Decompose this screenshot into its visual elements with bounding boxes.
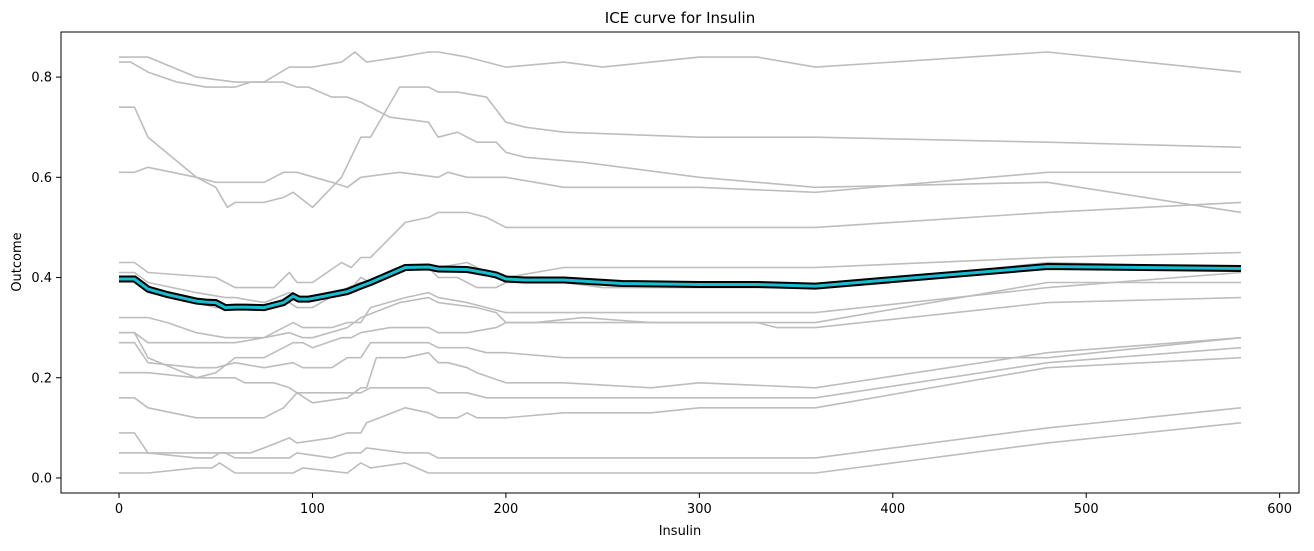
- y-tick-label: 0.8: [31, 71, 52, 86]
- y-tick-label: 0.4: [31, 271, 52, 286]
- ice-line-4: [119, 201, 1242, 289]
- x-tick-label: 600: [1267, 502, 1292, 517]
- mean-line: [119, 264, 1242, 310]
- x-tick-label: 400: [880, 502, 905, 517]
- y-tick-label: 0.0: [31, 471, 52, 486]
- ice-line-2: [119, 86, 1242, 209]
- ice-line-9: [119, 281, 1241, 379]
- x-axis: 0 100 200 300 400 500 600: [115, 493, 1292, 517]
- ice-line-11: [119, 346, 1242, 399]
- x-tick-label: 300: [687, 502, 712, 517]
- mean-line-group: [119, 262, 1242, 312]
- x-axis-label: Insulin: [659, 524, 702, 539]
- ice-line-12: [119, 336, 1242, 419]
- ice-line-13: [119, 356, 1242, 459]
- ice-line-1: [119, 61, 1242, 214]
- ice-line-3: [119, 166, 1241, 194]
- plot-frame: [60, 31, 1300, 494]
- ice-line-15: [119, 422, 1242, 474]
- y-axis: 0.0 0.2 0.4 0.6 0.8: [31, 71, 61, 486]
- chart-title: ICE curve for Insulin: [605, 9, 755, 27]
- x-tick-label: 0: [115, 502, 123, 517]
- ice-line-5: [119, 251, 1242, 304]
- y-tick-label: 0.2: [31, 371, 52, 386]
- ice-line-14: [119, 407, 1242, 459]
- plot-area: [61, 32, 1299, 493]
- y-tick-label: 0.6: [31, 171, 52, 186]
- ice-line-10: [119, 336, 1242, 369]
- ice-lines-group: [119, 51, 1242, 474]
- x-tick-label: 100: [300, 502, 325, 517]
- x-tick-label: 200: [493, 502, 518, 517]
- y-axis-label: Outcome: [10, 232, 25, 291]
- x-tick-label: 500: [1074, 502, 1099, 517]
